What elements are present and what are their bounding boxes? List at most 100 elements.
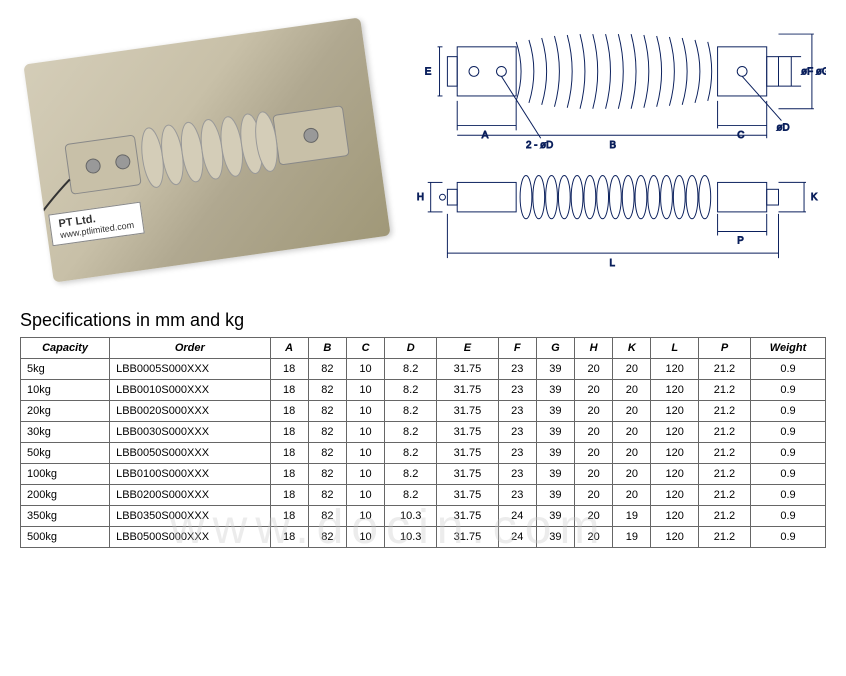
- col-header: G: [536, 338, 574, 359]
- table-cell: 20: [613, 359, 651, 380]
- table-cell: 20: [613, 401, 651, 422]
- table-row: 100kgLBB0100S000XXX1882108.231.752339202…: [21, 464, 826, 485]
- top-section: PT Ltd. www.ptlimited.com: [20, 20, 826, 280]
- table-cell: 0.9: [751, 422, 826, 443]
- table-cell: 23: [498, 485, 536, 506]
- table-cell: 120: [651, 380, 698, 401]
- svg-text:øF: øF: [801, 66, 813, 77]
- table-cell: 20kg: [21, 401, 110, 422]
- table-body: 5kgLBB0005S000XXX1882108.231.75233920201…: [21, 359, 826, 548]
- col-header: A: [270, 338, 308, 359]
- table-cell: 0.9: [751, 485, 826, 506]
- table-cell: 23: [498, 359, 536, 380]
- table-cell: 20: [575, 443, 613, 464]
- table-cell: 10: [346, 443, 384, 464]
- table-cell: 82: [308, 380, 346, 401]
- table-cell: 0.9: [751, 380, 826, 401]
- table-cell: LBB0350S000XXX: [110, 506, 270, 527]
- table-cell: 10kg: [21, 380, 110, 401]
- table-cell: 350kg: [21, 506, 110, 527]
- table-cell: 82: [308, 422, 346, 443]
- table-cell: 82: [308, 527, 346, 548]
- table-cell: 31.75: [437, 422, 498, 443]
- table-cell: 39: [536, 443, 574, 464]
- spec-title: Specifications in mm and kg: [20, 310, 826, 331]
- table-cell: 8.2: [385, 443, 437, 464]
- table-cell: 120: [651, 422, 698, 443]
- table-cell: 20: [575, 401, 613, 422]
- table-row: 5kgLBB0005S000XXX1882108.231.75233920201…: [21, 359, 826, 380]
- table-cell: 8.2: [385, 464, 437, 485]
- table-cell: 120: [651, 527, 698, 548]
- col-header: P: [698, 338, 750, 359]
- table-cell: 20: [613, 380, 651, 401]
- table-cell: 18: [270, 464, 308, 485]
- col-header: H: [575, 338, 613, 359]
- table-cell: 19: [613, 527, 651, 548]
- table-cell: 31.75: [437, 506, 498, 527]
- table-cell: 18: [270, 527, 308, 548]
- svg-text:E: E: [425, 66, 432, 77]
- table-row: 500kgLBB0500S000XXX18821010.331.75243920…: [21, 527, 826, 548]
- table-cell: 20: [613, 485, 651, 506]
- table-cell: 82: [308, 464, 346, 485]
- table-cell: 10: [346, 464, 384, 485]
- table-cell: 50kg: [21, 443, 110, 464]
- col-header: Order: [110, 338, 270, 359]
- table-cell: 8.2: [385, 380, 437, 401]
- table-cell: 120: [651, 485, 698, 506]
- table-cell: 20: [575, 506, 613, 527]
- table-cell: 0.9: [751, 506, 826, 527]
- table-cell: 39: [536, 506, 574, 527]
- table-cell: LBB0030S000XXX: [110, 422, 270, 443]
- table-cell: LBB0005S000XXX: [110, 359, 270, 380]
- table-cell: 10: [346, 401, 384, 422]
- table-cell: LBB0200S000XXX: [110, 485, 270, 506]
- table-cell: 39: [536, 527, 574, 548]
- table-cell: 82: [308, 443, 346, 464]
- table-cell: 82: [308, 401, 346, 422]
- table-cell: 31.75: [437, 464, 498, 485]
- table-row: 20kgLBB0020S000XXX1882108.231.7523392020…: [21, 401, 826, 422]
- table-cell: 8.2: [385, 422, 437, 443]
- col-header: L: [651, 338, 698, 359]
- table-cell: 30kg: [21, 422, 110, 443]
- table-cell: 100kg: [21, 464, 110, 485]
- table-cell: 23: [498, 380, 536, 401]
- table-cell: 5kg: [21, 359, 110, 380]
- col-header: D: [385, 338, 437, 359]
- table-cell: 0.9: [751, 527, 826, 548]
- table-cell: 23: [498, 422, 536, 443]
- table-cell: 20: [575, 527, 613, 548]
- table-row: 10kgLBB0010S000XXX1882108.231.7523392020…: [21, 380, 826, 401]
- table-cell: 120: [651, 464, 698, 485]
- table-cell: 10.3: [385, 527, 437, 548]
- table-cell: 10: [346, 485, 384, 506]
- table-cell: 39: [536, 359, 574, 380]
- table-cell: 20: [575, 464, 613, 485]
- table-cell: 24: [498, 527, 536, 548]
- table-cell: 10: [346, 359, 384, 380]
- table-cell: 21.2: [698, 485, 750, 506]
- technical-drawing: E A 2 - øD B C øD: [413, 20, 826, 280]
- table-cell: 10: [346, 527, 384, 548]
- table-cell: 82: [308, 359, 346, 380]
- table-cell: 0.9: [751, 359, 826, 380]
- table-cell: LBB0020S000XXX: [110, 401, 270, 422]
- table-cell: 20: [613, 422, 651, 443]
- svg-text:B: B: [610, 140, 617, 151]
- table-cell: 24: [498, 506, 536, 527]
- table-cell: 10: [346, 380, 384, 401]
- table-cell: 120: [651, 443, 698, 464]
- table-cell: 20: [613, 443, 651, 464]
- table-cell: 20: [613, 464, 651, 485]
- table-cell: 18: [270, 485, 308, 506]
- table-cell: 20: [575, 380, 613, 401]
- table-header-row: CapacityOrderABCDEFGHKLPWeight: [21, 338, 826, 359]
- table-cell: 18: [270, 359, 308, 380]
- table-row: 30kgLBB0030S000XXX1882108.231.7523392020…: [21, 422, 826, 443]
- svg-text:2 - øD: 2 - øD: [526, 140, 553, 151]
- col-header: Weight: [751, 338, 826, 359]
- table-row: 50kgLBB0050S000XXX1882108.231.7523392020…: [21, 443, 826, 464]
- table-cell: 20: [575, 359, 613, 380]
